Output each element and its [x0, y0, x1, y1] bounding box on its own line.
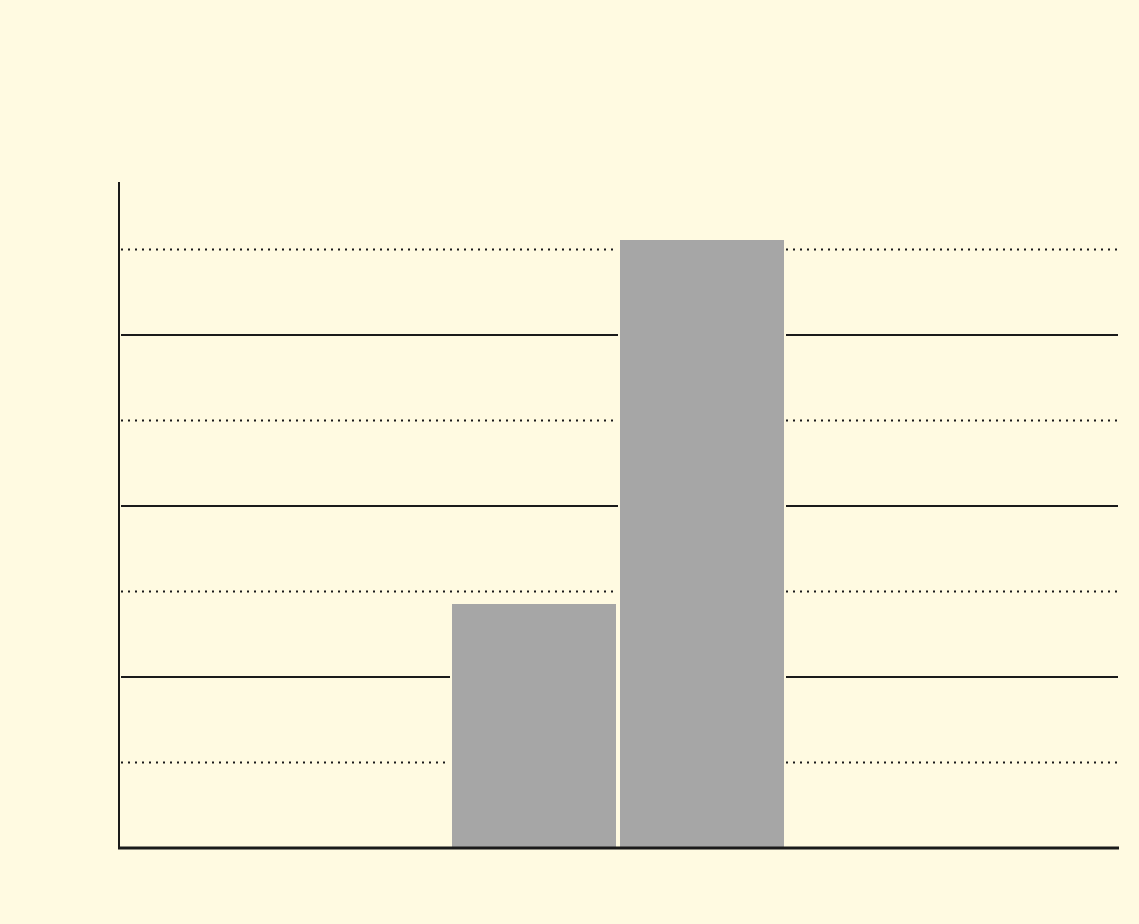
- bar-2-seats: [450, 602, 618, 849]
- bar-3-seats: [618, 238, 786, 849]
